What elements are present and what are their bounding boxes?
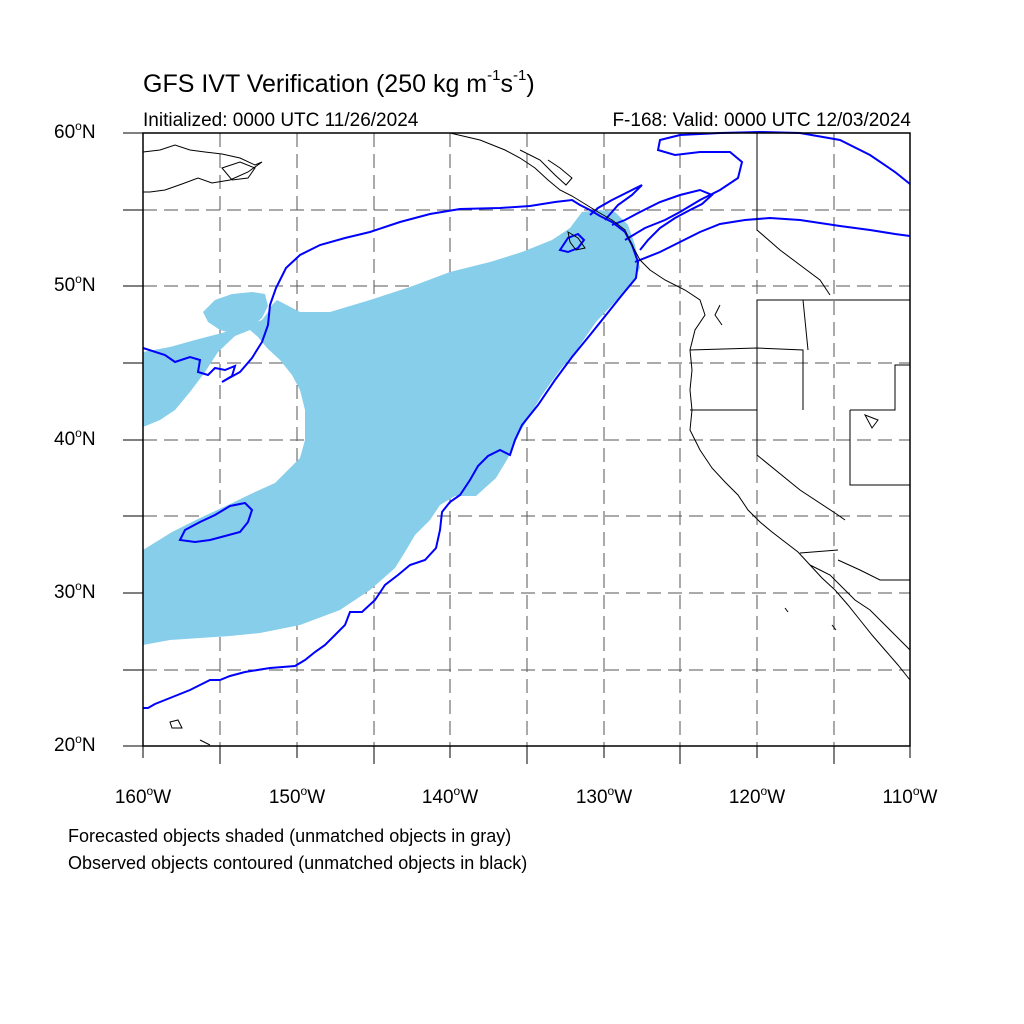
map-frame [142,132,911,747]
lon-label-140w: 140oW [421,784,479,808]
forecast-ivt-object-west [203,292,268,334]
chart-title: GFS IVT Verification (250 kg m-1s-1) [143,67,535,99]
forecast-ivt-object [143,210,640,645]
note-forecast: Forecasted objects shaded (unmatched obj… [68,826,512,846]
lon-label-120w: 120oW [728,784,786,808]
lon-label-160w: 160oW [114,784,172,808]
tick-marks [123,132,911,764]
coastlines [142,132,911,746]
gridlines [143,133,910,746]
observed-ivt-contours [142,130,911,709]
title-text: GFS IVT Verification (250 kg m [143,70,488,98]
lon-label-130w: 130oW [575,784,633,808]
title-end: ) [526,70,535,98]
title-exponent-1: -1 [487,67,501,84]
init-time: Initialized: 0000 UTC 11/26/2024 [143,110,419,131]
lon-label-150w: 150oW [268,784,326,808]
lat-label-20n: 20oN [54,732,96,756]
title-mid: s [500,70,513,98]
note-observed: Observed objects contoured (unmatched ob… [68,853,528,873]
lon-label-110w: 110oW [882,784,938,808]
lat-label-40n: 40oN [54,426,96,450]
lat-label-60n: 60oN [54,119,96,143]
valid-time: F-168: Valid: 0000 UTC 12/03/2024 [612,110,911,131]
lat-label-50n: 50oN [54,272,96,296]
title-exponent-2: -1 [512,67,527,84]
lat-label-30n: 30oN [54,579,96,603]
